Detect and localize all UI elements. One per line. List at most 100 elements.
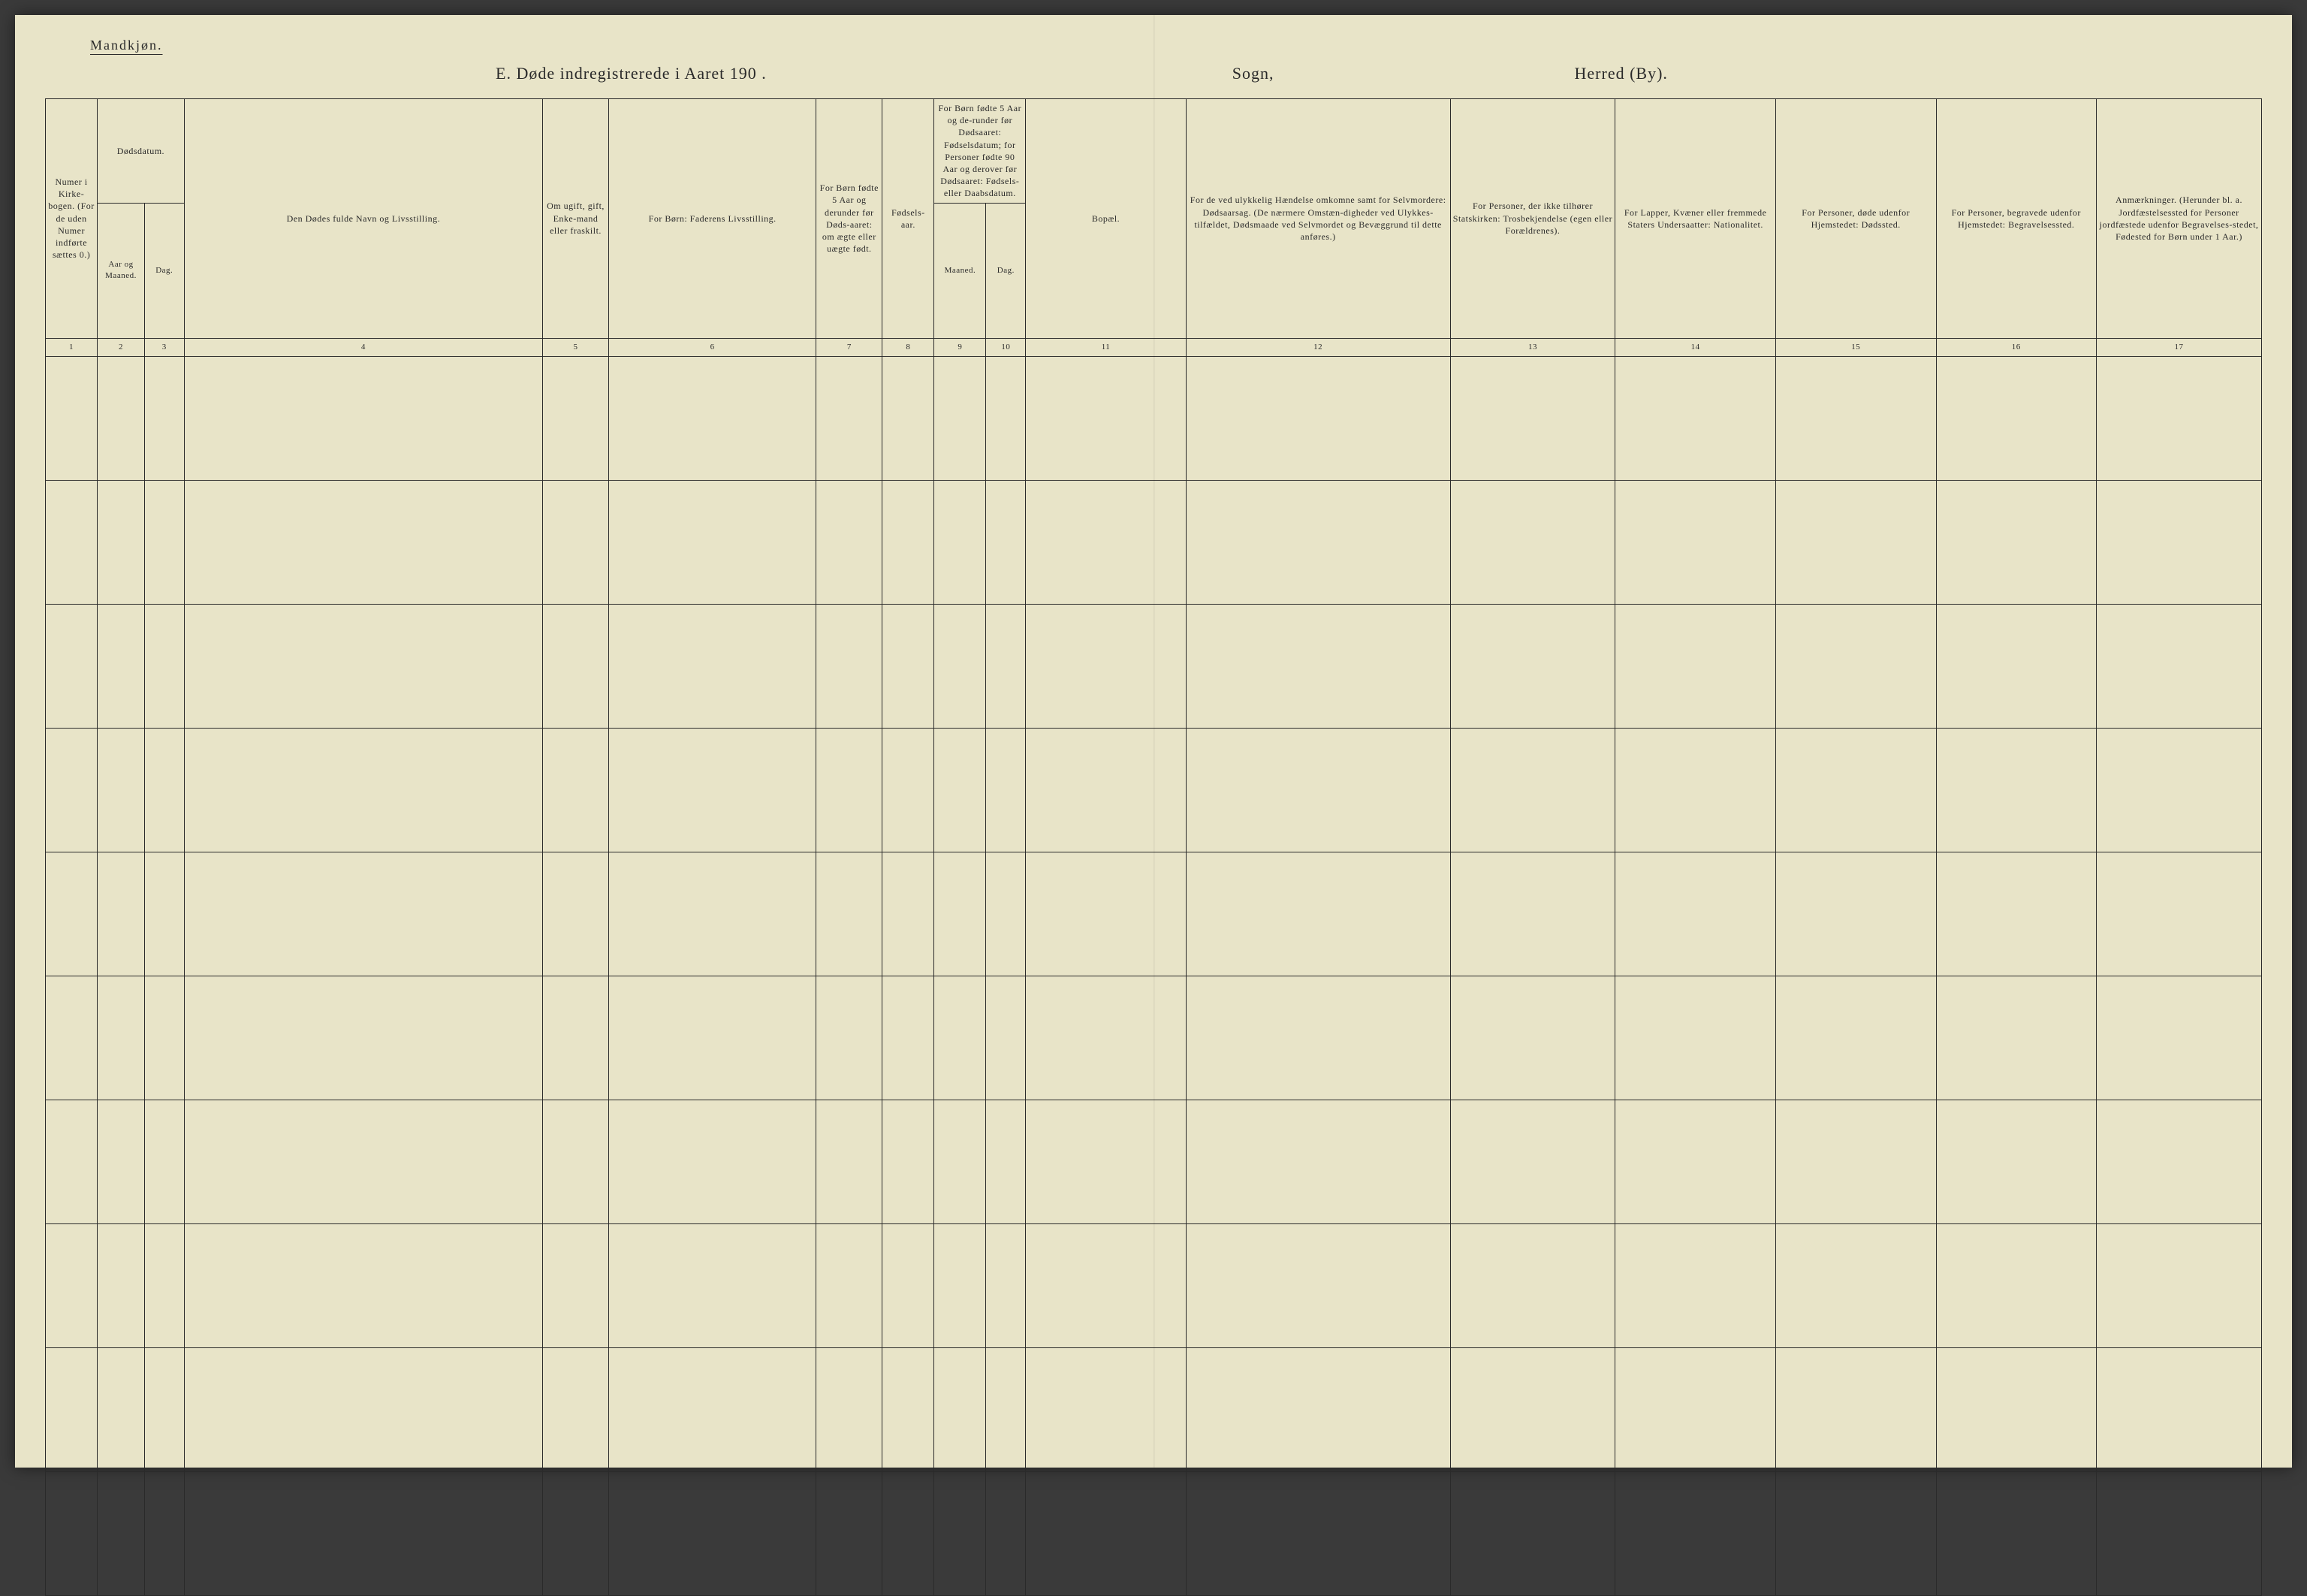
table-cell	[1936, 604, 2097, 728]
table-cell	[1450, 356, 1615, 480]
table-cell	[986, 852, 1026, 976]
table-cell	[1615, 604, 1776, 728]
table-cell	[144, 1100, 184, 1223]
header-col-14: For Lapper, Kvæner eller fremmede Stater…	[1615, 99, 1776, 339]
table-cell	[184, 728, 542, 852]
table-cell	[882, 728, 934, 852]
table-cell	[1615, 356, 1776, 480]
table-cell	[1186, 604, 1450, 728]
table-cell	[2097, 976, 2262, 1100]
table-cell	[2097, 604, 2262, 728]
header-col-7: For Børn fødte 5 Aar og derunder før Død…	[816, 99, 882, 339]
table-cell	[934, 356, 986, 480]
table-cell	[816, 1100, 882, 1223]
table-cell	[98, 1100, 145, 1223]
table-cell	[184, 1223, 542, 1347]
header-col-3: Dag.	[144, 203, 184, 338]
table-cell	[608, 1471, 816, 1595]
table-cell	[882, 1223, 934, 1347]
table-cell	[46, 1347, 98, 1471]
table-cell	[98, 604, 145, 728]
table-cell	[46, 1100, 98, 1223]
table-cell	[882, 1471, 934, 1595]
table-cell	[934, 1100, 986, 1223]
colnum-16: 16	[1936, 338, 2097, 356]
table-cell	[543, 604, 609, 728]
table-cell	[1936, 480, 2097, 604]
header-col-16: For Personer, begravede udenfor Hjemsted…	[1936, 99, 2097, 339]
table-cell	[184, 1347, 542, 1471]
table-cell	[934, 1223, 986, 1347]
table-cell	[986, 1100, 1026, 1223]
page-crease	[1154, 15, 1155, 1468]
colnum-10: 10	[986, 338, 1026, 356]
table-cell	[1936, 1347, 2097, 1471]
table-cell	[986, 356, 1026, 480]
table-cell	[1450, 1100, 1615, 1223]
header-col-11: Bopæl.	[1026, 99, 1187, 339]
colnum-5: 5	[543, 338, 609, 356]
table-cell	[986, 1223, 1026, 1347]
table-cell	[608, 976, 816, 1100]
table-cell	[882, 480, 934, 604]
colnum-6: 6	[608, 338, 816, 356]
table-cell	[1936, 976, 2097, 1100]
table-cell	[1936, 852, 2097, 976]
table-cell	[1936, 1471, 2097, 1595]
table-cell	[1615, 852, 1776, 976]
table-cell	[1775, 1347, 1936, 1471]
table-cell	[1615, 976, 1776, 1100]
table-cell	[543, 1223, 609, 1347]
table-cell	[1026, 976, 1187, 1100]
table-cell	[986, 480, 1026, 604]
table-cell	[184, 1100, 542, 1223]
header-col-9: Maaned.	[934, 203, 986, 338]
table-cell	[98, 1223, 145, 1347]
table-cell	[46, 976, 98, 1100]
table-cell	[816, 604, 882, 728]
table-cell	[1186, 728, 1450, 852]
table-cell	[1026, 1347, 1187, 1471]
table-cell	[46, 604, 98, 728]
table-cell	[882, 976, 934, 1100]
table-cell	[1026, 1471, 1187, 1595]
table-cell	[1186, 976, 1450, 1100]
table-cell	[1186, 1471, 1450, 1595]
colnum-13: 13	[1450, 338, 1615, 356]
table-cell	[1936, 728, 2097, 852]
table-cell	[1026, 728, 1187, 852]
table-cell	[46, 480, 98, 604]
header-col-6: For Børn: Faderens Livsstilling.	[608, 99, 816, 339]
header-col-15: For Personer, døde udenfor Hjemstedet: D…	[1775, 99, 1936, 339]
table-cell	[608, 604, 816, 728]
table-cell	[144, 356, 184, 480]
table-cell	[144, 852, 184, 976]
table-cell	[46, 356, 98, 480]
register-page: Mandkjøn. E. Døde indregistrerede i Aare…	[15, 15, 2292, 1468]
table-cell	[816, 356, 882, 480]
table-cell	[934, 1347, 986, 1471]
table-cell	[1026, 480, 1187, 604]
table-cell	[2097, 728, 2262, 852]
table-cell	[184, 1471, 542, 1595]
header-dodsdatum: Dødsdatum.	[98, 99, 185, 204]
table-cell	[46, 852, 98, 976]
table-cell	[543, 480, 609, 604]
colnum-14: 14	[1615, 338, 1776, 356]
table-cell	[882, 1347, 934, 1471]
table-cell	[1450, 1223, 1615, 1347]
table-cell	[1615, 1223, 1776, 1347]
table-cell	[1775, 852, 1936, 976]
table-cell	[98, 1471, 145, 1595]
table-cell	[934, 728, 986, 852]
table-cell	[1615, 1100, 1776, 1223]
colnum-4: 4	[184, 338, 542, 356]
table-cell	[1775, 604, 1936, 728]
table-cell	[934, 852, 986, 976]
table-cell	[2097, 1471, 2262, 1595]
header-col-10: Dag.	[986, 203, 1026, 338]
table-cell	[1775, 728, 1936, 852]
table-cell	[144, 1471, 184, 1595]
table-cell	[98, 480, 145, 604]
table-cell	[608, 480, 816, 604]
